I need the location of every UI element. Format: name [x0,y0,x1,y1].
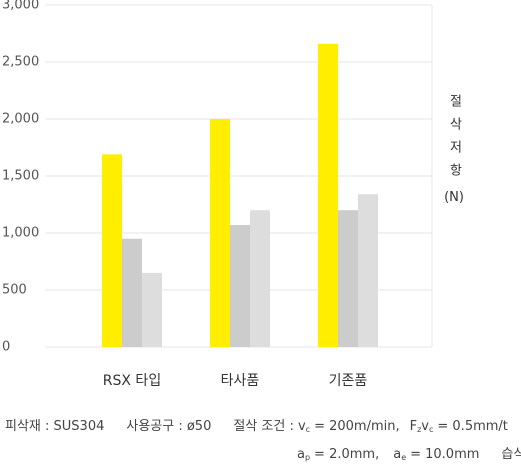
y-axis-title: 절삭저항 [446,94,462,186]
note-sub: z [417,425,422,434]
conditions-line-1: 피삭재 : SUS304 사용공구 : ø50 절삭 조건 : vc = 200m/m… [5,415,508,434]
note: 사용공구 : ø50 [126,419,212,434]
note: = 200m/min, [314,419,400,434]
note: = 2.0mm, [314,447,380,462]
bar [338,210,358,347]
bar [318,43,338,347]
chart: 0 500 1,000 1,500 2,000 2,500 3,000 RSX 타입 타사품 기존… [2,0,433,389]
note: a [393,447,402,462]
conditions-line-2: ap = 2.0mm, ae = 10.0mm 습식 [297,443,521,462]
x-tick-label: 타사품 [221,373,260,389]
note: 습식 [501,447,521,462]
note: = 0.5mm/t [437,419,508,434]
x-tick-label: 기존품 [329,373,368,389]
y-tick-label: 2,500 [2,55,39,70]
y-axis-label: 절삭저항 (N) [440,94,468,205]
bar [122,238,142,347]
y-tick-label: 1,500 [2,169,39,184]
note: F [409,419,418,434]
note-sub: c [305,425,311,434]
y-tick-label: 1,000 [2,226,39,241]
y-tick-label: 500 [2,283,27,298]
x-tick-label: RSX 타입 [103,373,161,389]
bar [142,272,162,347]
note-sub: p [304,453,311,462]
note: a [297,447,305,462]
bar [210,119,230,347]
note-sub: e [401,453,407,462]
y-tick-label: 2,000 [2,112,39,127]
note: 절삭 조건 : v [233,419,306,434]
y-axis-unit: (N) [444,190,464,205]
note: v [421,419,429,434]
y-tick-label: 3,000 [2,0,39,13]
y-tick-label: 0 [2,340,10,355]
note: 피삭재 : SUS304 [5,419,105,434]
bar [230,225,250,347]
bar [102,154,122,347]
note-sub: c [428,425,434,434]
note: = 10.0mm [410,447,480,462]
bar [358,194,378,347]
bar [250,210,270,347]
